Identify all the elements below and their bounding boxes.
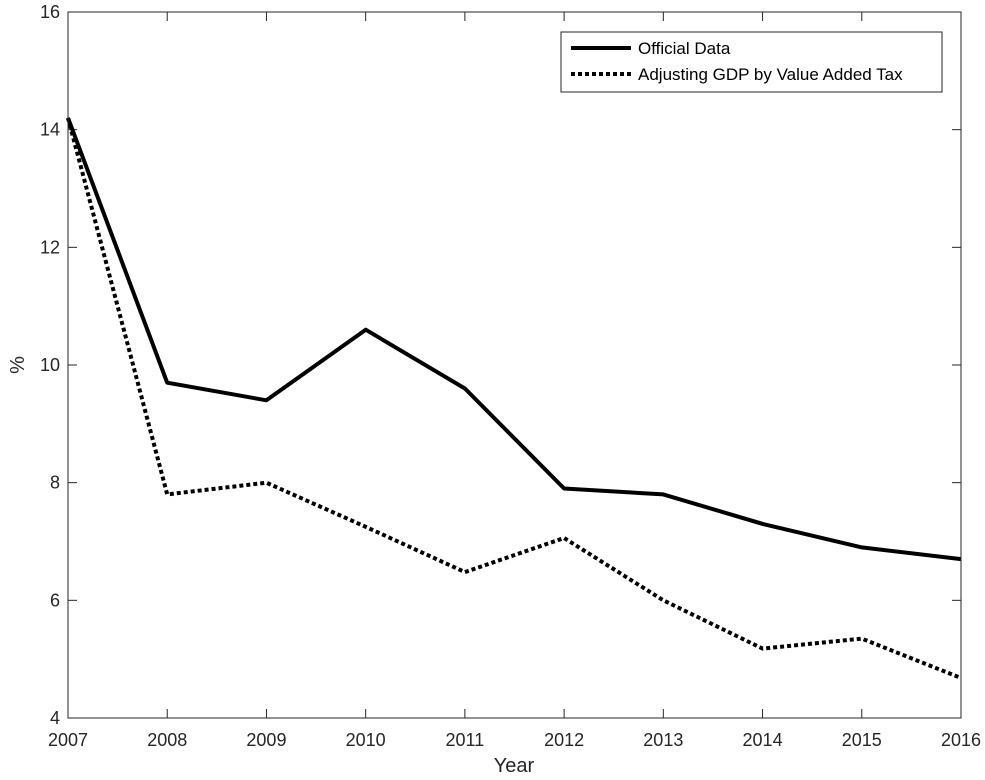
tick-labels: 4 6 8 10 12 14 16 2007 2008 2009 2010 2011 2012 2013 2… — [40, 2, 981, 750]
y-tick-label: 16 — [40, 2, 60, 22]
legend-label-official-data: Official Data — [638, 39, 731, 58]
y-tick-label: 6 — [50, 590, 60, 610]
y-tick-label: 8 — [50, 473, 60, 493]
x-tick-label: 2016 — [941, 730, 981, 750]
y-tick-label: 12 — [40, 237, 60, 257]
legend: Official Data Adjusting GDP by Value Add… — [560, 31, 943, 93]
x-tick-label: 2013 — [643, 730, 683, 750]
y-tick-label: 14 — [40, 120, 60, 140]
legend-label-adjusting-gdp: Adjusting GDP by Value Added Tax — [638, 65, 903, 84]
series-line-adjusting-gdp — [66, 117, 962, 680]
series-line-official-data — [66, 117, 962, 562]
legend-box — [560, 31, 943, 93]
x-tick-label: 2015 — [842, 730, 882, 750]
x-tick-label: 2010 — [346, 730, 386, 750]
x-tick-label: 2007 — [48, 730, 88, 750]
x-tick-label: 2014 — [743, 730, 783, 750]
x-tick-label: 2011 — [446, 730, 485, 750]
x-axis-label: Year — [494, 755, 535, 777]
y-tick-label: 4 — [50, 708, 60, 728]
y-tick-label: 10 — [40, 355, 60, 375]
plot-frame — [67, 11, 962, 719]
series-lines — [66, 117, 962, 680]
plot-area — [68, 12, 961, 718]
x-tick-label: 2012 — [544, 730, 584, 750]
y-axis-label: % — [7, 356, 29, 374]
x-tick-label: 2009 — [246, 730, 286, 750]
x-tick-label: 2008 — [147, 730, 187, 750]
